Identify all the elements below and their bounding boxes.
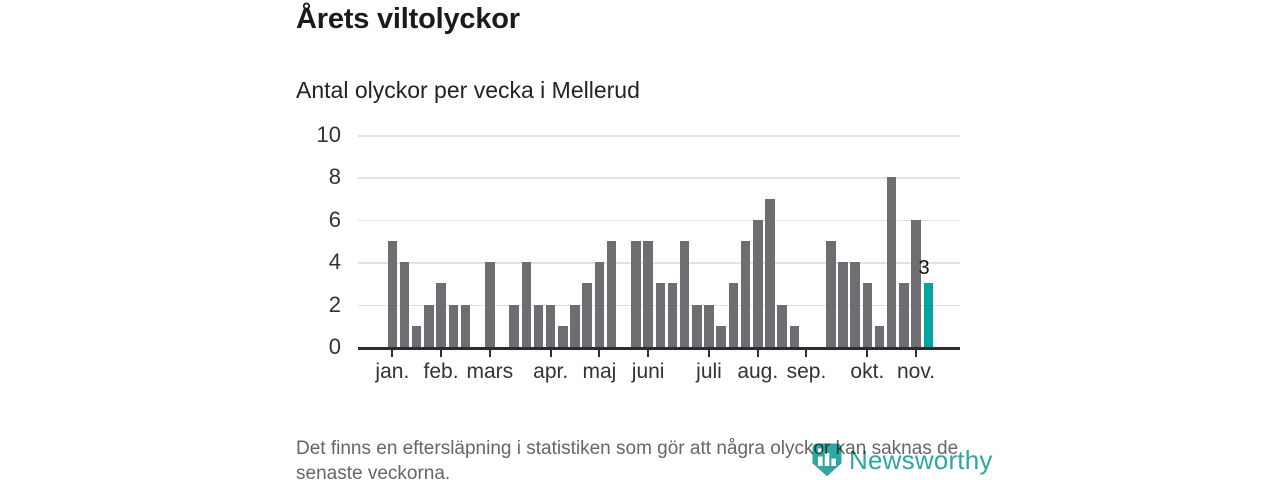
bar-week-4 [424, 304, 434, 347]
y-axis: 0 2 4 6 8 10 [286, 123, 341, 359]
bar-week-6 [448, 304, 458, 347]
x-tick-sep. [805, 350, 808, 357]
bar-week-25 [679, 241, 690, 347]
x-tick-maj [598, 350, 601, 357]
bar-week-29 [728, 283, 739, 347]
x-tick-juli [708, 350, 711, 357]
bar-week-39 [850, 262, 860, 347]
plot-area: 3 jan. feb. mars apr. maj juni juli aug. sep. okt.… [358, 135, 960, 383]
bar-week-30 [740, 241, 751, 347]
x-tick-feb. [440, 350, 443, 357]
bar-week-13 [533, 304, 544, 347]
bar-week-5 [436, 283, 446, 347]
newsworthy-wordmark: Newsworthy [849, 444, 993, 475]
highlight-value-label: 3 [918, 257, 930, 280]
gridline-8 [358, 177, 960, 179]
bar-week-16 [570, 304, 580, 347]
bar-week-9 [485, 262, 495, 347]
bar-week-15 [558, 325, 568, 347]
x-tick-juni [647, 350, 650, 357]
chart-subtitle: Antal olyckor per vecka i Mellerud [296, 77, 640, 103]
bar-week-26 [692, 304, 702, 347]
bar-week-34 [789, 325, 800, 347]
chart-title: Årets viltolyckor [296, 3, 520, 35]
newsworthy-pin-icon [812, 443, 842, 477]
bar-week-7 [460, 304, 471, 347]
x-tick-jan. [391, 350, 394, 357]
bar-week-33 [777, 304, 787, 347]
x-tick-aug. [756, 350, 759, 357]
x-axis-label-feb.: feb. [423, 360, 459, 383]
bar-week-2 [399, 262, 410, 347]
x-tick-mars [488, 350, 491, 357]
y-axis-label-4: 4 [328, 249, 341, 275]
x-axis-label-aug.: aug. [737, 360, 779, 383]
bar-week-45 [923, 283, 934, 347]
bar-week-19 [606, 241, 617, 347]
y-axis-label-0: 0 [328, 334, 341, 359]
bar-week-11 [509, 304, 519, 347]
bar-week-43 [899, 283, 909, 347]
gridline-10 [358, 135, 960, 137]
bar-week-18 [594, 262, 605, 347]
y-axis-label-6: 6 [328, 206, 341, 232]
bar-week-17 [582, 283, 592, 347]
x-axis-label-maj: maj [582, 360, 617, 383]
bar-week-24 [667, 283, 678, 347]
bar-week-28 [716, 325, 726, 347]
x-axis-label-juli: juli [696, 360, 722, 383]
bar-week-3 [411, 325, 422, 347]
bar-week-27 [704, 304, 714, 347]
newsworthy-logo: Newsworthy [812, 443, 993, 477]
x-axis-label-apr.: apr. [533, 360, 569, 383]
bar-week-23 [655, 283, 666, 347]
x-tick-nov. [915, 350, 918, 357]
bar-week-12 [521, 262, 532, 347]
x-axis-label-okt.: okt. [850, 360, 885, 383]
x-tick-okt. [866, 350, 869, 357]
x-axis-label-sep.: sep. [786, 360, 827, 383]
y-axis-label-10: 10 [316, 122, 341, 147]
bar-week-22 [643, 241, 653, 347]
bar-week-21 [631, 241, 641, 347]
bar-week-14 [545, 304, 556, 347]
bar-week-32 [765, 198, 775, 347]
x-axis-label-jan.: jan. [375, 360, 410, 383]
bar-week-31 [753, 219, 763, 347]
x-axis-label-mars: mars [466, 360, 514, 383]
bar-week-40 [862, 283, 873, 347]
y-axis-label-8: 8 [328, 164, 341, 190]
bar-week-41 [874, 325, 885, 347]
gridline-4 [358, 262, 960, 264]
x-tick-apr. [549, 350, 552, 357]
bar-week-44 [911, 219, 921, 347]
y-axis-label-2: 2 [328, 291, 341, 317]
x-axis-label-juni: juni [631, 360, 665, 383]
bar-week-37 [826, 241, 836, 347]
gridline-6 [358, 219, 960, 222]
bar-week-38 [838, 262, 848, 347]
bar-week-1 [387, 241, 398, 347]
bar-week-42 [886, 177, 897, 347]
footnote: Det finns en eftersläpning i statistiken… [296, 438, 959, 480]
x-axis-label-nov.: nov. [897, 360, 936, 383]
